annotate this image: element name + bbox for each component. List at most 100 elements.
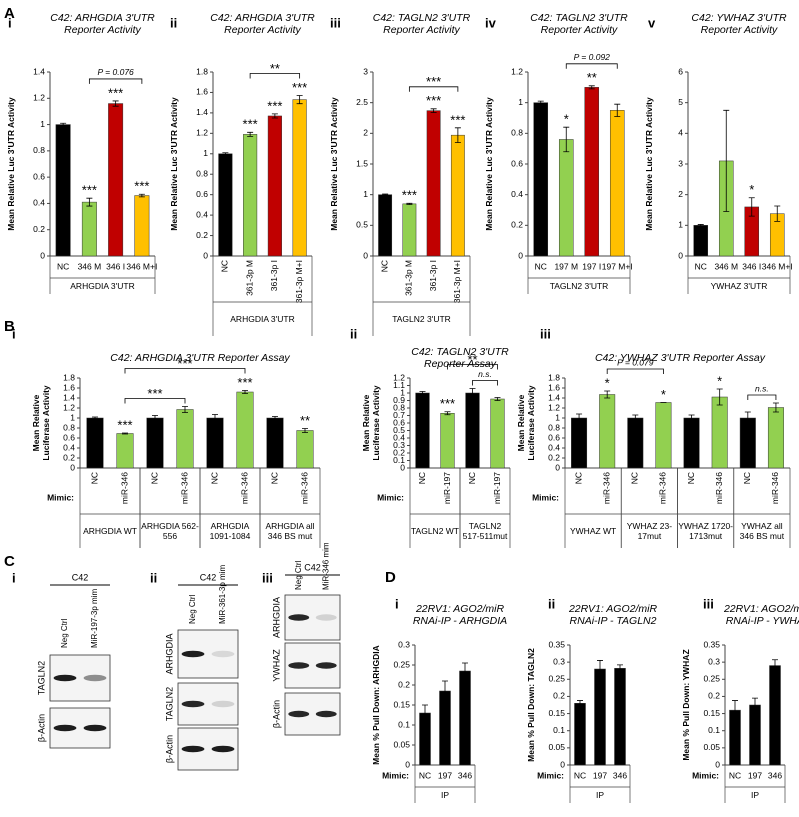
y-tick-label: 0.6 [196, 189, 208, 199]
x-tick-label: 346 [458, 770, 472, 780]
x-tick-label: NC [149, 472, 159, 484]
significance: * [749, 182, 754, 197]
significance: *** [402, 188, 417, 203]
chart-title: C42: ARHGDIA 3'UTR Reporter Activity [210, 11, 315, 36]
row-label: YWHAZ [271, 649, 281, 682]
y-tick-label: 4 [678, 128, 683, 138]
group-label: TAGLN2 3'UTR [549, 281, 609, 292]
y-tick-label: 0.5 [393, 425, 405, 435]
x-tick-label: NC [573, 472, 583, 484]
cell-line: C42 [72, 572, 89, 582]
y-axis-label: Mean Relative Luciferase Activity [516, 385, 536, 461]
significance: ** [300, 413, 310, 428]
x-tick-label: miR-197 [492, 472, 502, 504]
x-tick-label: NC [535, 261, 547, 271]
bar [683, 417, 700, 469]
bracket-label: P = 0.092 [574, 52, 611, 62]
chart-title: C42: TAGLN2 3'UTR Reporter Activity [530, 11, 628, 36]
y-tick-label: 1 [555, 412, 560, 422]
bar [116, 433, 134, 469]
x-tick-label: NC [742, 472, 752, 484]
blot-band [53, 724, 77, 732]
y-axis-label: Mean Relative Luc 3'UTR Activity [644, 97, 655, 231]
error-bar [617, 664, 623, 673]
panel-label: v [648, 15, 656, 30]
y-tick-label: 1.2 [393, 372, 405, 382]
bar [176, 409, 194, 469]
bar [609, 110, 625, 257]
blot-band [315, 614, 337, 621]
y-tick-label: 0.15 [393, 699, 410, 709]
x-tick-label: 197 [438, 770, 452, 780]
x-tick-label: NC [574, 770, 586, 780]
chart-title: C42: YWHAZ 3'UTR Reporter Activity [691, 11, 787, 36]
significance: *** [243, 117, 258, 132]
y-tick-label: 0 [560, 759, 565, 769]
significance: * [564, 112, 569, 127]
group-label-box: ARHGDIA 562-556 [141, 521, 199, 541]
bar [426, 110, 441, 257]
chart-title-box: C42: YWHAZ 3'UTR Reporter Activity [691, 11, 787, 36]
group-frame [733, 468, 791, 548]
group-label-box: ARHGDIA WT [83, 526, 137, 537]
lane-label: MiR-361-3p mim [218, 565, 227, 624]
y-tick-label: 0.6 [393, 417, 405, 427]
error-bar [469, 388, 476, 398]
y-tick-label: 0.25 [703, 674, 720, 684]
error-bar [632, 414, 639, 422]
y-tick-label: 0.15 [548, 708, 565, 718]
lane-label: MiR-197-3p mim [90, 589, 99, 648]
bar [655, 402, 672, 469]
bracket [124, 398, 186, 404]
error-bar [152, 415, 158, 421]
bar [218, 153, 233, 257]
y-axis-label: Mean % Pull Down: ARHGDIA [371, 645, 382, 765]
group-frame [49, 256, 156, 294]
y-axis-label: Mean Relative Luc 3'UTR Activity [169, 97, 180, 231]
y-tick-label: 0.8 [511, 128, 523, 138]
group-frame [724, 765, 786, 803]
blot-band [288, 662, 310, 669]
group-label-box: ARHGDIA all 346 BS mut [265, 521, 315, 541]
panel-label: iii [330, 15, 341, 30]
x-tick-label: miR-346 [770, 472, 780, 504]
lane-label: Neg Ctrl [188, 594, 197, 624]
bar [571, 417, 588, 469]
y-tick-label: 0.6 [548, 432, 560, 442]
error-bar [577, 700, 583, 707]
group-label: ARHGDIA all 346 BS mut [265, 521, 315, 541]
significance: *** [292, 80, 307, 95]
y-tick-label: 0.1 [393, 455, 405, 465]
significance: *** [134, 179, 149, 194]
y-tick-label: 0 [715, 759, 720, 769]
significance: *** [82, 183, 97, 198]
panel-label: iii [703, 596, 714, 611]
row-label: β-Actin [164, 735, 174, 763]
y-axis-label: Mean Relative Luc 3'UTR Activity [484, 97, 495, 231]
chart-title: 22RV1: AGO2/miR RNAi-IP - TAGLN2 [568, 602, 658, 627]
y-tick-label: 1 [70, 412, 75, 422]
x-tick-label: NC [417, 472, 427, 484]
y-tick-label: 3 [678, 158, 683, 168]
blot-band [211, 700, 235, 708]
mimic-label: Mimic: [47, 492, 74, 502]
x-tick-label: miR-346 [179, 472, 189, 504]
bar [490, 398, 505, 469]
blot-band [53, 674, 77, 682]
y-tick-label: 0 [363, 250, 368, 260]
x-tick-label: 346 M+I [126, 261, 157, 271]
x-tick-label: NC [467, 472, 477, 484]
group-label: ARHGDIA WT [83, 526, 137, 537]
x-tick-label: NC [89, 472, 99, 484]
bar [450, 134, 465, 257]
y-axis-label: Mean Relative Luc 3'UTR Activity [329, 97, 340, 231]
group-frame [259, 468, 321, 548]
bracket-label: ** [467, 352, 477, 367]
bar [292, 99, 307, 257]
error-bar [688, 414, 695, 422]
y-axis-label-box: Mean % Pull Down: YWHAZ [681, 649, 691, 760]
y-tick-label: 1.8 [196, 66, 208, 76]
bar [739, 417, 756, 469]
y-tick-label: 1.1 [393, 380, 405, 390]
